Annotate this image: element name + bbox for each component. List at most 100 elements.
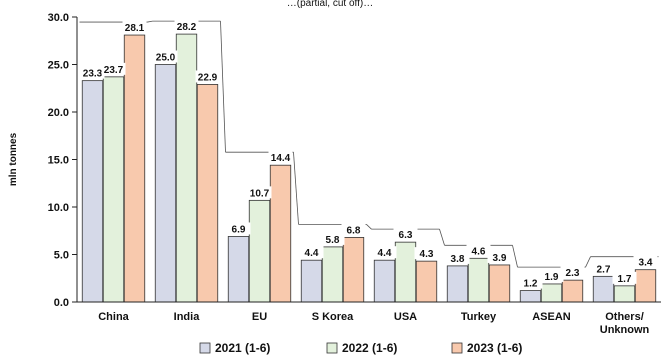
data-label: 5.8 bbox=[326, 235, 340, 246]
data-label-bg bbox=[80, 66, 105, 79]
data-label-bg bbox=[466, 244, 491, 257]
data-label: 10.7 bbox=[250, 188, 270, 199]
data-label-bg bbox=[122, 21, 147, 34]
label-connector bbox=[585, 256, 591, 268]
legend-swatch bbox=[199, 342, 211, 354]
bar-1-4 bbox=[394, 241, 417, 303]
data-label-bg bbox=[226, 222, 251, 235]
data-label: 3.4 bbox=[639, 258, 653, 269]
bar-0-5 bbox=[446, 265, 469, 303]
bar-0-0 bbox=[81, 80, 104, 303]
data-label-bg bbox=[320, 232, 345, 245]
data-label: 4.6 bbox=[472, 246, 486, 257]
y-tick-label: 5.0 bbox=[54, 250, 69, 262]
legend-label: 2021 (1-6) bbox=[215, 341, 270, 355]
data-label: 2.7 bbox=[597, 264, 611, 275]
y-tick-label: 20.0 bbox=[48, 107, 69, 119]
bar-0-6 bbox=[519, 290, 542, 303]
label-connector bbox=[439, 229, 445, 246]
data-label-bg bbox=[247, 186, 272, 199]
data-label: 4.4 bbox=[378, 248, 392, 259]
category-label: ASEAN bbox=[532, 311, 571, 323]
data-label: 28.1 bbox=[125, 23, 145, 34]
data-label: 2.3 bbox=[566, 268, 580, 279]
label-connector bbox=[293, 152, 299, 225]
data-label: 25.0 bbox=[156, 53, 176, 64]
legend-swatch bbox=[326, 342, 338, 354]
data-label: 28.2 bbox=[177, 22, 197, 33]
data-label: 4.3 bbox=[420, 249, 434, 260]
data-label-bg bbox=[414, 247, 439, 260]
data-label-bg bbox=[445, 251, 470, 264]
data-label-bg bbox=[153, 50, 178, 63]
data-label: 6.9 bbox=[232, 224, 246, 235]
legend-label: 2022 (1-6) bbox=[342, 341, 397, 355]
label-connector bbox=[512, 245, 518, 268]
y-tick-label: 30.0 bbox=[48, 12, 69, 24]
data-label-bg bbox=[539, 269, 564, 282]
data-label: 23.3 bbox=[83, 69, 103, 80]
chart-title: …(partial, cut off)… bbox=[287, 0, 374, 9]
data-label: 1.2 bbox=[524, 279, 538, 290]
y-tick-label: 10.0 bbox=[48, 202, 69, 214]
label-connector bbox=[147, 20, 153, 23]
category-label: Turkey bbox=[461, 311, 497, 323]
data-label-bg bbox=[268, 151, 293, 164]
bar-2-3 bbox=[342, 236, 365, 303]
category-label: China bbox=[98, 311, 129, 323]
bar-1-0 bbox=[102, 76, 125, 303]
category-label: S Korea bbox=[312, 311, 354, 323]
category-label: USA bbox=[394, 311, 417, 323]
bar-1-6 bbox=[540, 283, 563, 303]
data-label-bg bbox=[341, 223, 366, 236]
legend-label: 2023 (1-6) bbox=[467, 341, 522, 355]
data-label: 1.9 bbox=[545, 272, 559, 283]
bar-1-1 bbox=[175, 33, 198, 303]
data-label: 4.4 bbox=[305, 248, 319, 259]
category-label: India bbox=[174, 311, 201, 323]
data-label-bg bbox=[101, 62, 126, 75]
data-label: 14.4 bbox=[271, 153, 291, 164]
data-label-bg bbox=[195, 70, 220, 83]
bar-2-4 bbox=[415, 260, 438, 303]
data-label-bg bbox=[299, 246, 324, 259]
data-label: 23.7 bbox=[104, 65, 124, 76]
bar-0-1 bbox=[154, 64, 177, 303]
y-tick-label: 0.0 bbox=[54, 297, 69, 309]
data-label-bg bbox=[372, 246, 397, 259]
bar-1-5 bbox=[467, 257, 490, 303]
data-label-bg bbox=[518, 276, 543, 289]
bar-1-2 bbox=[248, 199, 271, 303]
data-label: 3.8 bbox=[451, 254, 465, 265]
data-label-bg bbox=[487, 250, 512, 263]
bar-2-2 bbox=[269, 164, 292, 303]
y-tick-label: 15.0 bbox=[48, 155, 69, 167]
bar-1-3 bbox=[321, 246, 344, 303]
bar-2-5 bbox=[488, 264, 511, 303]
data-label-bg bbox=[612, 271, 637, 284]
bar-2-6 bbox=[561, 279, 584, 303]
bar-0-4 bbox=[373, 259, 396, 303]
data-label: 1.7 bbox=[618, 274, 632, 285]
bar-0-3 bbox=[300, 259, 323, 303]
data-label: 3.9 bbox=[493, 253, 507, 264]
bar-1-7 bbox=[613, 285, 636, 303]
bar-0-7 bbox=[592, 275, 615, 303]
bar-2-7 bbox=[634, 269, 657, 303]
y-tick-label: 25.0 bbox=[48, 60, 69, 72]
legend-swatch bbox=[451, 342, 463, 354]
data-label-bg bbox=[560, 266, 585, 279]
bar-2-1 bbox=[196, 84, 219, 303]
category-label: Others/Unknown bbox=[600, 311, 650, 336]
data-label-bg bbox=[174, 20, 199, 33]
data-label: 6.3 bbox=[399, 230, 413, 241]
bar-2-0 bbox=[123, 34, 146, 303]
data-label-bg bbox=[591, 262, 616, 275]
y-axis-label: mln tonnes bbox=[8, 132, 19, 186]
data-label: 22.9 bbox=[198, 72, 218, 83]
category-label: EU bbox=[252, 311, 267, 323]
data-label: 6.8 bbox=[347, 225, 361, 236]
data-label-bg bbox=[633, 255, 658, 268]
